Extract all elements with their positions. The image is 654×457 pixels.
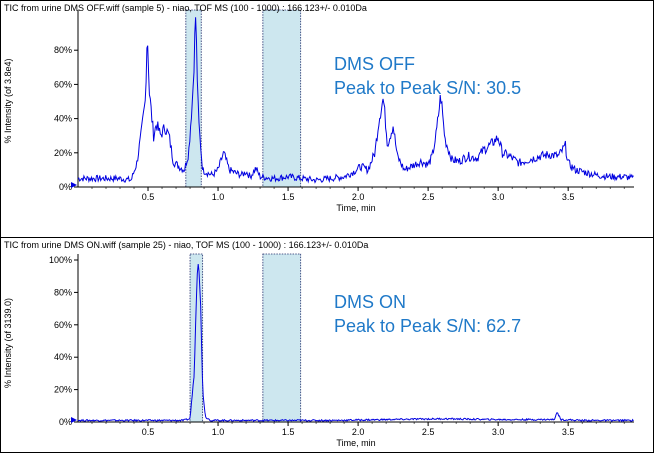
x-tick-label: 3.5 <box>562 427 575 437</box>
x-tick-label: 3.5 <box>562 192 575 202</box>
chart-title: TIC from urine DMS OFF.wiff (sample 5) -… <box>4 3 367 13</box>
y-tick-label: 80% <box>54 45 72 55</box>
x-tick-label: 0.5 <box>142 192 155 202</box>
x-tick-label: 1.0 <box>212 427 225 437</box>
y-tick-label: 20% <box>54 385 72 395</box>
annotation-text: DMS ON <box>334 292 406 312</box>
x-tick-label: 0.5 <box>142 427 155 437</box>
y-tick-label: 0% <box>59 417 72 427</box>
y-tick-label: 60% <box>54 320 72 330</box>
x-axis-label: Time, min <box>336 438 375 448</box>
annotation-text: Peak to Peak S/N: 30.5 <box>334 78 521 98</box>
y-tick-label: 40% <box>54 114 72 124</box>
chart-panel-dms-on: TIC from urine DMS ON.wiff (sample 25) -… <box>1 238 653 452</box>
highlight-region <box>262 9 302 188</box>
y-axis-label: % Intensity (of 3.8e4) <box>3 58 13 143</box>
y-tick-label: 0% <box>59 182 72 192</box>
chart-title: TIC from urine DMS ON.wiff (sample 25) -… <box>4 240 369 250</box>
x-tick-label: 2.0 <box>352 427 365 437</box>
baseline-arrow-icon <box>71 182 77 188</box>
y-tick-label: 100% <box>49 255 72 265</box>
y-tick-label: 60% <box>54 79 72 89</box>
x-tick-label: 1.5 <box>282 427 295 437</box>
chart-plot: 0.5 1.0 1.5 2.0 2.5 3.0 3.5 0% 20% 40% 60% 80% Time,… <box>3 9 634 213</box>
annotation-text: Peak to Peak S/N: 62.7 <box>334 316 521 336</box>
y-tick-label: 40% <box>54 352 72 362</box>
x-tick-label: 2.5 <box>422 427 435 437</box>
x-tick-label: 1.0 <box>212 192 225 202</box>
data-series-line <box>77 263 634 423</box>
annotation-text: DMS OFF <box>334 54 415 74</box>
highlight-region <box>262 253 302 423</box>
baseline-arrow-icon <box>71 417 77 423</box>
x-tick-label: 3.0 <box>492 192 505 202</box>
y-tick-label: 80% <box>54 287 72 297</box>
x-tick-label: 2.0 <box>352 192 365 202</box>
x-tick-label: 1.5 <box>282 192 295 202</box>
x-tick-label: 2.5 <box>422 192 435 202</box>
data-series-line <box>77 17 634 184</box>
x-tick-label: 3.0 <box>492 427 505 437</box>
chart-panel-dms-off: TIC from urine DMS OFF.wiff (sample 5) -… <box>1 1 653 238</box>
y-axis-label: % Intensity (of 3139.0) <box>3 298 13 388</box>
x-axis-label: Time, min <box>336 203 375 213</box>
chart-plot: 0.5 1.0 1.5 2.0 2.5 3.0 3.5 0% 20% 40% 60% 80% 100% T… <box>3 253 634 448</box>
y-tick-label: 20% <box>54 148 72 158</box>
